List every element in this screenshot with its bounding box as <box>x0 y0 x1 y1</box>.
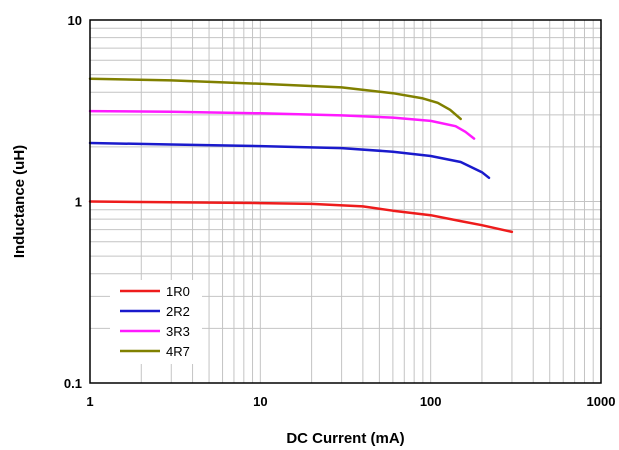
y-tick-label: 10 <box>68 13 82 28</box>
series-line-2r2 <box>88 141 491 180</box>
series-line-1r0 <box>88 200 514 234</box>
legend-label: 3R3 <box>166 324 190 339</box>
legend-label: 2R2 <box>166 304 190 319</box>
x-axis-title: DC Current (mA) <box>286 430 404 447</box>
series-layer <box>88 77 514 234</box>
legend: 1R0 2R2 3R3 4R7 <box>110 280 202 364</box>
y-tick-label: 0.1 <box>64 376 82 391</box>
series-line-4r7 <box>88 77 462 121</box>
y-tick-labels: 0.1 1 10 <box>64 13 82 391</box>
legend-label: 1R0 <box>166 284 190 299</box>
y-tick-label: 1 <box>75 195 82 210</box>
plot-frame <box>89 19 602 384</box>
series-line-3r3 <box>88 109 476 140</box>
x-tick-label: 10 <box>253 394 267 409</box>
legend-label: 4R7 <box>166 344 190 359</box>
y-axis-title: Inductance (uH) <box>11 145 28 258</box>
x-tick-label: 1 <box>86 394 93 409</box>
x-tick-label: 100 <box>420 394 442 409</box>
x-tick-label: 1000 <box>587 394 616 409</box>
x-tick-labels: 1 10 100 1000 <box>86 394 615 409</box>
